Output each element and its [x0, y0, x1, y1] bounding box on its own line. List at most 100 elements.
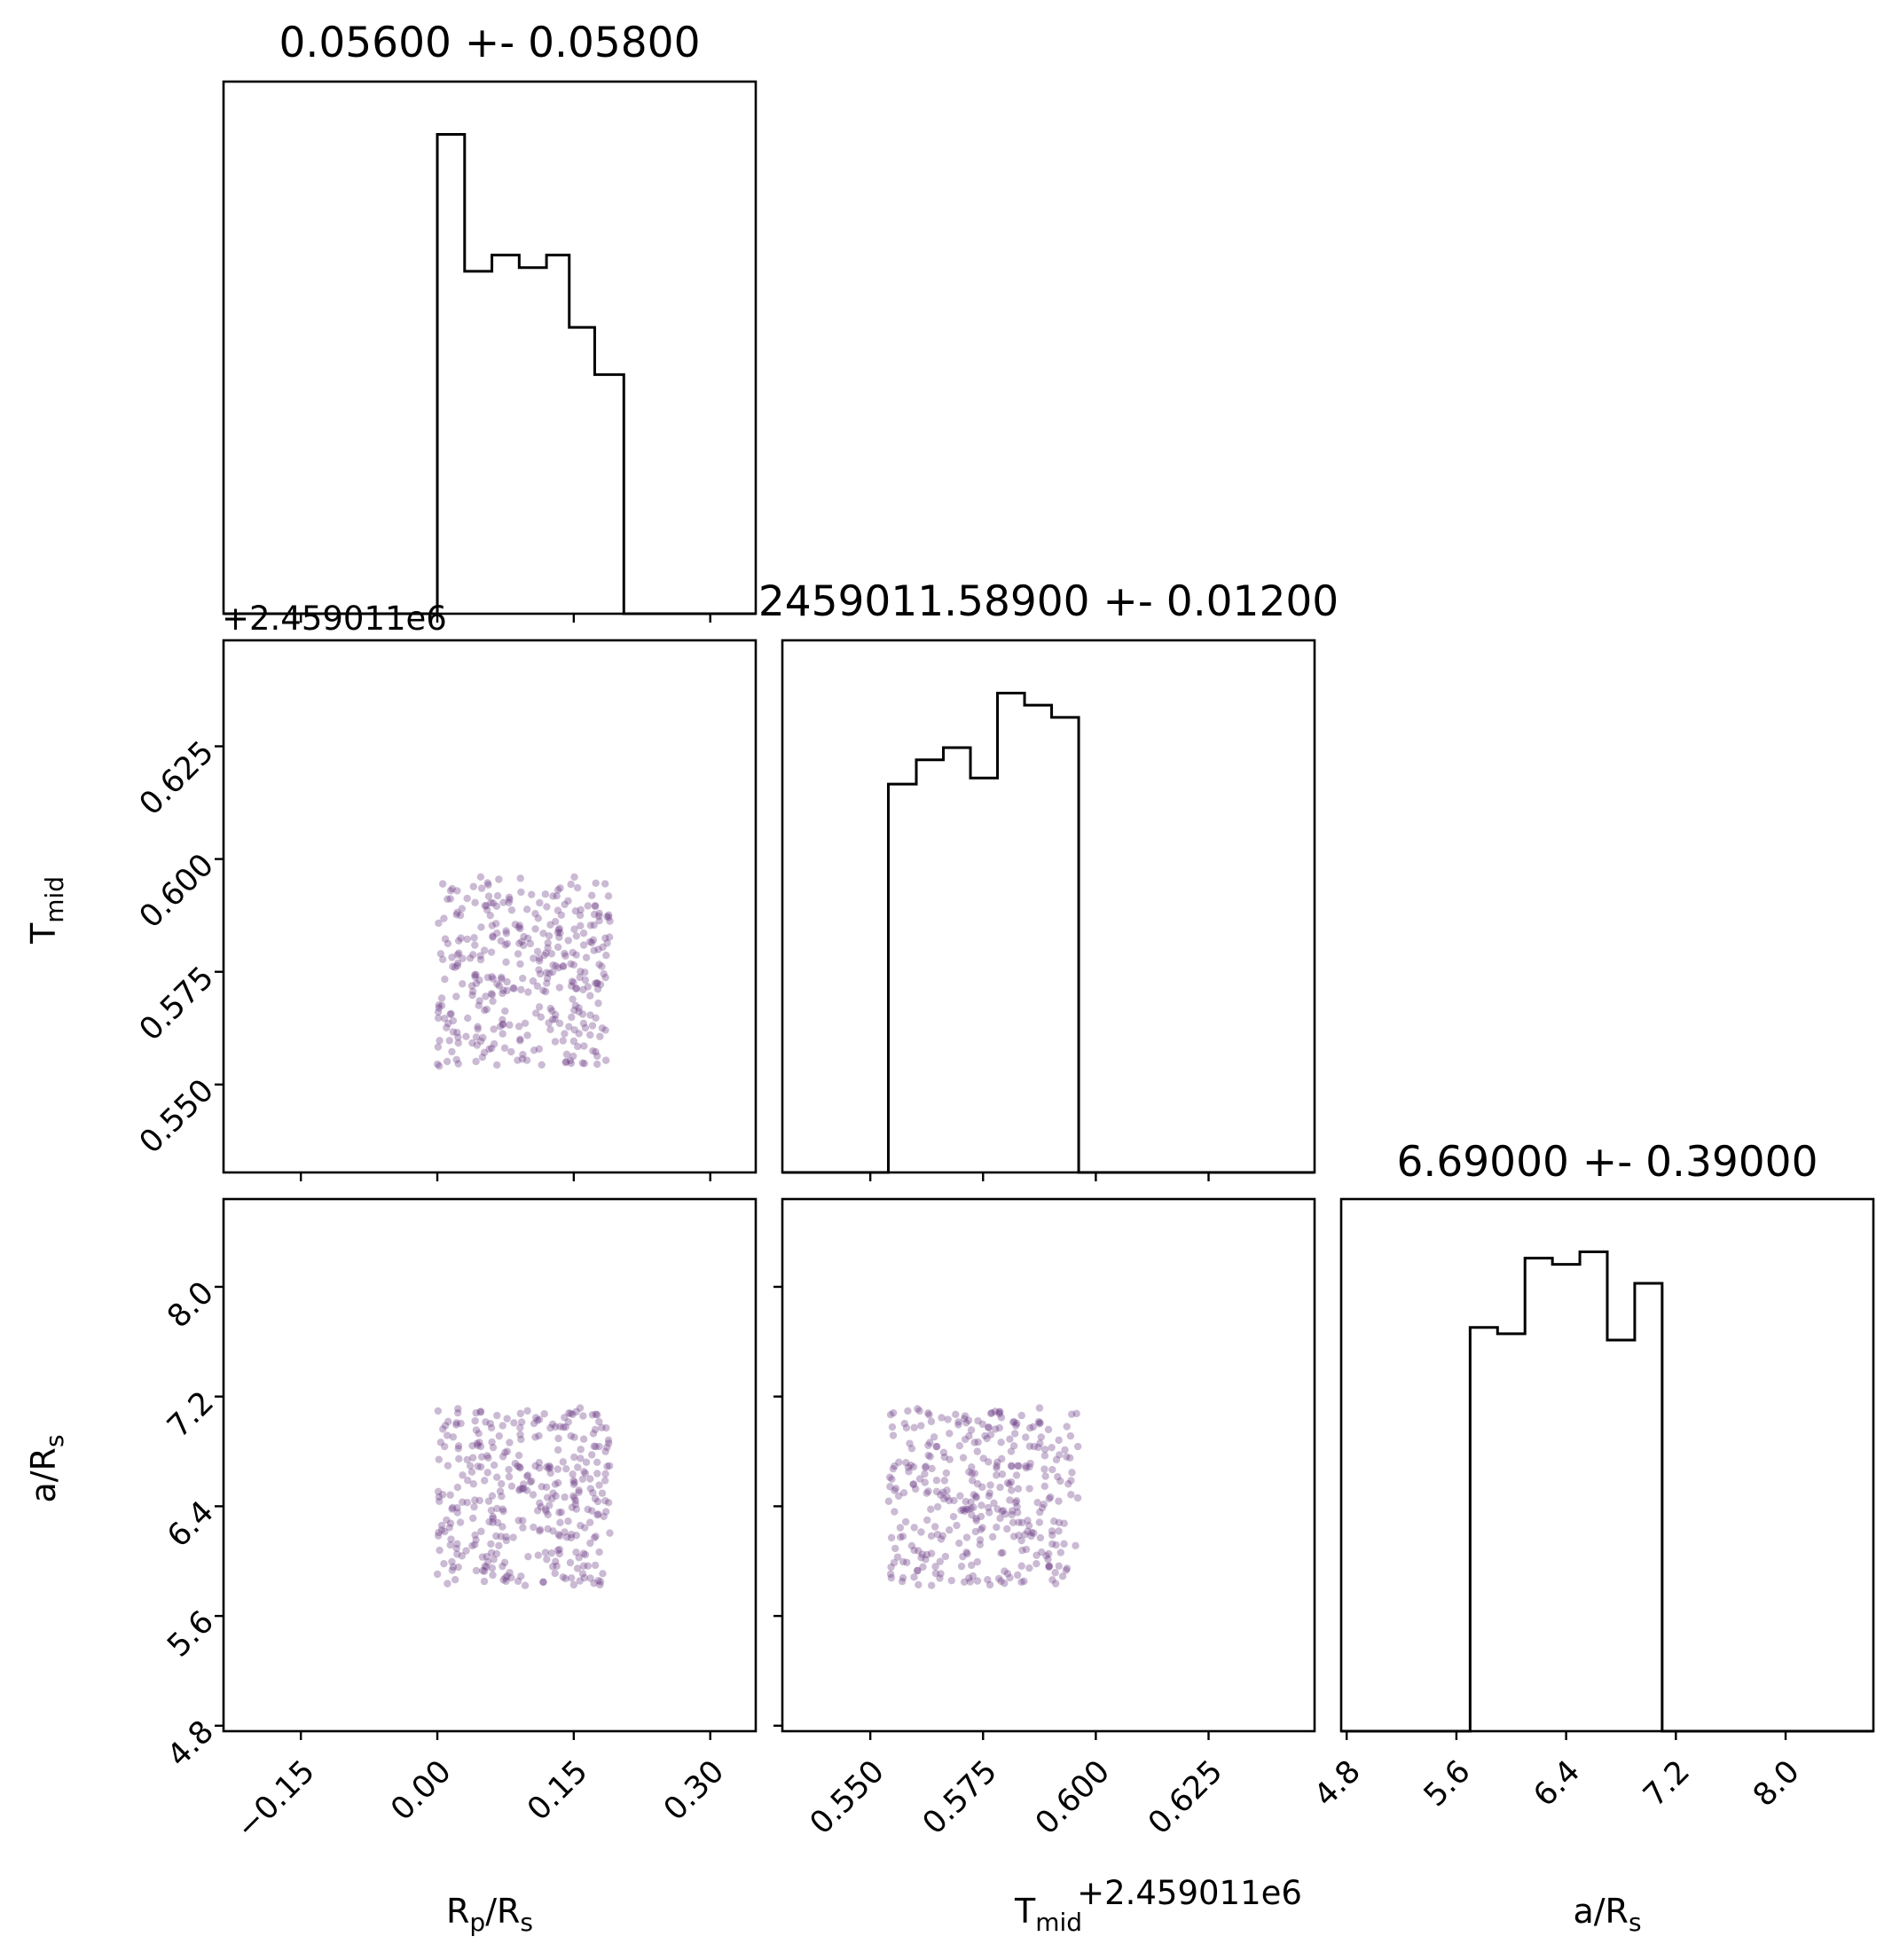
- scatter-point-ars-tmid-135: [952, 1410, 960, 1419]
- scatter-point-ars-rprs-207: [543, 1494, 552, 1501]
- scatter-point-ars-tmid-150: [1042, 1552, 1050, 1560]
- scatter-point-ars-rprs-75: [604, 1498, 613, 1507]
- scatter-point-ars-tmid-297: [887, 1573, 896, 1582]
- scatter-point-tmid-rprs-303: [480, 946, 489, 954]
- scatter-point-ars-tmid-336: [968, 1477, 977, 1485]
- scatter-point-ars-rprs-319: [516, 1463, 524, 1472]
- scatter-point-ars-tmid-256: [1022, 1462, 1030, 1470]
- scatter-point-ars-tmid-140: [1050, 1517, 1058, 1525]
- scatter-point-ars-tmid-8: [954, 1418, 962, 1426]
- scatter-point-ars-rprs-181: [505, 1472, 514, 1481]
- scatter-point-ars-tmid-68: [944, 1415, 952, 1423]
- scatter-point-tmid-rprs-156: [554, 886, 562, 894]
- scatter-point-ars-tmid-246: [984, 1575, 992, 1584]
- scatter-point-tmid-rprs-72: [601, 1056, 610, 1064]
- scatter-point-ars-tmid-121: [937, 1535, 946, 1543]
- scatter-point-ars-rprs-50: [571, 1496, 580, 1505]
- scatter-point-ars-tmid-267: [898, 1577, 907, 1586]
- scatter-point-ars-rprs-234: [518, 1485, 527, 1493]
- scatter-point-tmid-rprs-205: [587, 891, 596, 899]
- y-axis-label-ars-group: a/Rs: [24, 1434, 69, 1502]
- scatter-point-ars-tmid-63: [936, 1557, 944, 1565]
- scatter-point-ars-rprs-150: [458, 1552, 467, 1560]
- scatter-point-tmid-rprs-70: [586, 1011, 594, 1019]
- scatter-point-ars-rprs-315: [498, 1492, 506, 1501]
- scatter-point-ars-tmid-215: [905, 1468, 913, 1476]
- scatter-point-ars-tmid-322: [968, 1463, 976, 1471]
- scatter-point-tmid-rprs-162: [596, 1032, 604, 1040]
- scatter-point-tmid-rprs-130: [487, 990, 496, 998]
- scatter-point-ars-tmid-222: [955, 1539, 963, 1548]
- scatter-point-tmid-rprs-145: [507, 906, 516, 914]
- scatter-point-ars-rprs-0: [546, 1469, 554, 1478]
- scatter-point-ars-rprs-239: [472, 1536, 480, 1544]
- scatter-point-ars-tmid-129: [887, 1533, 896, 1542]
- scatter-point-ars-tmid-12: [973, 1447, 982, 1455]
- scatter-point-ars-rprs-113: [503, 1572, 511, 1580]
- scatter-point-ars-tmid-95: [996, 1483, 1004, 1492]
- scatter-point-ars-tmid-45: [1013, 1502, 1021, 1511]
- scatter-point-ars-tmid-110: [978, 1420, 987, 1429]
- scatter-point-ars-tmid-21: [938, 1532, 947, 1540]
- scatter-point-tmid-rprs-107: [570, 925, 578, 933]
- scatter-point-ars-rprs-297: [580, 1573, 589, 1582]
- scatter-point-ars-tmid-260: [924, 1451, 932, 1460]
- scatter-point-ars-tmid-251: [1055, 1562, 1064, 1571]
- scatter-point-ars-tmid-127: [1040, 1465, 1048, 1473]
- scatter-point-ars-tmid-31: [1073, 1494, 1082, 1502]
- scatter-point-tmid-rprs-212: [449, 962, 457, 971]
- scatter-point-tmid-rprs-30: [572, 932, 581, 940]
- scatter-point-tmid-rprs-322: [543, 979, 551, 987]
- scatter-point-tmid-rprs-334: [530, 954, 538, 962]
- scatter-point-ars-tmid-161: [994, 1574, 1003, 1583]
- scatter-point-ars-tmid-128: [976, 1541, 985, 1548]
- scatter-point-ars-rprs-190: [509, 1533, 517, 1541]
- scatter-point-ars-rprs-293: [492, 1532, 500, 1541]
- scatter-point-ars-tmid-178: [1044, 1556, 1052, 1564]
- scatter-point-ars-rprs-264: [551, 1569, 559, 1578]
- scatter-point-ars-tmid-131: [899, 1573, 907, 1582]
- scatter-point-tmid-rprs-93: [453, 908, 461, 917]
- scatter-point-ars-tmid-99: [962, 1497, 970, 1506]
- scatter-point-tmid-rprs-132: [589, 1047, 597, 1055]
- scatter-point-tmid-rprs-173: [487, 948, 496, 956]
- scatter-point-ars-tmid-138: [1008, 1486, 1016, 1494]
- scatter-point-ars-tmid-340: [947, 1576, 955, 1585]
- scatter-point-ars-tmid-167: [953, 1521, 961, 1530]
- scatter-point-ars-rprs-137: [546, 1501, 554, 1509]
- scatter-point-ars-rprs-338: [452, 1421, 460, 1429]
- scatter-point-ars-rprs-254: [559, 1573, 567, 1581]
- scatter-point-tmid-rprs-57: [487, 1044, 496, 1053]
- scatter-point-ars-tmid-27: [923, 1489, 930, 1497]
- scatter-point-ars-tmid-263: [1046, 1493, 1055, 1501]
- scatter-point-ars-tmid-52: [885, 1473, 894, 1481]
- scatter-point-ars-tmid-211: [999, 1507, 1008, 1515]
- scatter-point-ars-rprs-44: [551, 1480, 560, 1488]
- scatter-point-ars-tmid-165: [985, 1580, 994, 1589]
- scatter-point-ars-tmid-50: [945, 1496, 954, 1505]
- scatter-point-ars-tmid-53: [903, 1558, 911, 1566]
- scatter-point-tmid-rprs-151: [435, 919, 443, 928]
- scatter-point-tmid-rprs-65: [519, 974, 527, 983]
- scatter-point-ars-rprs-271: [502, 1533, 510, 1541]
- scatter-point-ars-tmid-160: [1040, 1501, 1048, 1509]
- scatter-point-ars-rprs-145: [507, 1482, 516, 1491]
- scatter-point-ars-tmid-320: [1007, 1462, 1016, 1470]
- scatter-point-ars-rprs-102: [554, 1531, 562, 1539]
- scatter-point-ars-tmid-80: [1040, 1452, 1049, 1460]
- scatter-point-ars-rprs-214: [593, 1458, 601, 1467]
- scatter-point-ars-rprs-262: [448, 1505, 456, 1513]
- scatter-point-ars-tmid-196: [1011, 1498, 1020, 1507]
- scatter-point-ars-rprs-265: [561, 1528, 569, 1536]
- scatter-point-ars-rprs-231: [559, 1423, 568, 1431]
- scatter-point-tmid-rprs-129: [567, 1059, 576, 1068]
- scatter-point-ars-rprs-238: [502, 1577, 510, 1586]
- scatter-point-tmid-rprs-298: [588, 938, 596, 947]
- scatter-point-ars-tmid-228: [889, 1408, 898, 1417]
- scatter-point-ars-tmid-298: [1008, 1507, 1017, 1515]
- scatter-point-ars-tmid-88: [950, 1496, 958, 1505]
- scatter-point-tmid-rprs-183: [589, 936, 598, 944]
- scatter-point-tmid-rprs-166: [578, 1059, 586, 1067]
- scatter-point-tmid-rprs-50: [571, 1001, 580, 1010]
